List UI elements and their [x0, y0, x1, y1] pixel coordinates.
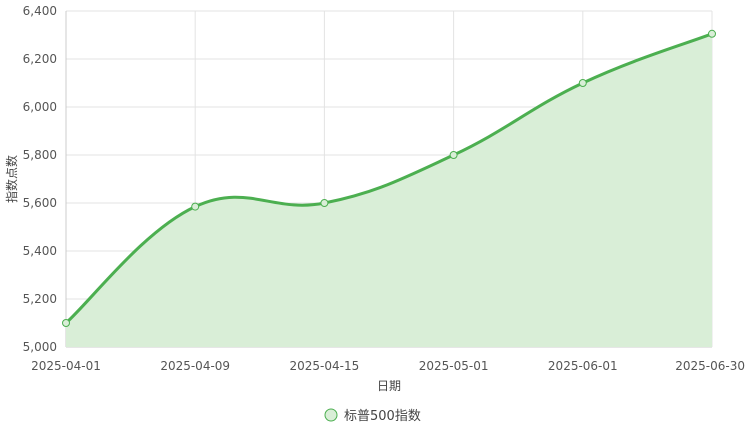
y-tick-label: 6,200 — [23, 52, 57, 66]
data-point[interactable] — [449, 151, 458, 159]
y-tick-label: 6,400 — [23, 4, 57, 18]
x-tick-label: 2025-06-01 — [548, 359, 618, 373]
legend-label: 标普500指数 — [344, 409, 421, 424]
data-point[interactable] — [708, 29, 716, 38]
x-tick-labels: 2025-04-01 2025-04-09 2025-04-15 2025-05-01… — [31, 359, 745, 373]
y-tick-label: 5,000 — [23, 340, 57, 354]
y-tick-label: 5,400 — [23, 244, 57, 258]
data-point[interactable] — [578, 79, 587, 87]
x-axis-title: 日期 — [377, 379, 401, 393]
x-tick-label: 2025-05-01 — [419, 359, 489, 373]
y-tick-label: 5,600 — [23, 196, 57, 210]
x-tick-label: 2025-04-01 — [31, 359, 101, 373]
legend[interactable]: 标普500指数 — [324, 408, 421, 424]
data-point[interactable] — [320, 199, 329, 207]
y-tick-label: 6,000 — [23, 100, 57, 114]
data-points — [62, 29, 716, 327]
series-area — [66, 33, 712, 348]
y-tick-label: 5,800 — [23, 148, 57, 162]
data-point[interactable] — [62, 319, 70, 327]
x-tick-label: 2025-06-30 — [675, 359, 745, 373]
x-tick-label: 2025-04-09 — [160, 359, 230, 373]
y-tick-labels: 5,000 5,200 5,400 5,600 5,800 6,000 6,200 6,400 — [23, 4, 57, 354]
series-line — [64, 32, 713, 325]
y-tick-label: 5,200 — [23, 292, 57, 306]
data-point[interactable] — [191, 202, 200, 211]
legend-marker — [324, 408, 338, 422]
y-axis-title: 指数点数 — [4, 155, 19, 203]
x-tick-label: 2025-04-15 — [290, 359, 360, 373]
